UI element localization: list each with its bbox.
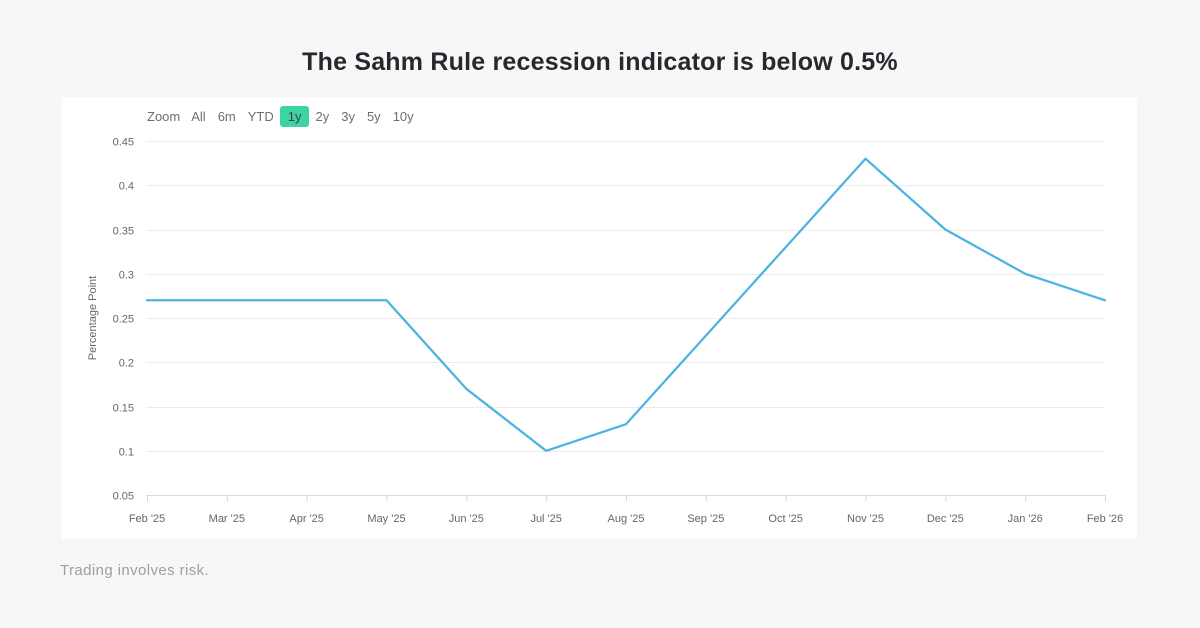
zoom-range-button-10y[interactable]: 10y (387, 107, 420, 126)
x-tick-label: Jul '25 (530, 513, 561, 525)
x-tick-label: Oct '25 (768, 513, 803, 525)
zoom-range-button-1y[interactable]: 1y (279, 106, 310, 127)
y-tick-label: 0.4 (119, 181, 134, 193)
x-tick-label: Nov '25 (847, 513, 884, 525)
x-tick-label: Jun '25 (449, 513, 484, 525)
zoom-range-button-2y[interactable]: 2y (309, 107, 335, 126)
zoom-range-button-all[interactable]: All (185, 107, 211, 126)
zoom-range-button-5y[interactable]: 5y (361, 107, 387, 126)
chart-card: Zoom All 6m YTD 1y 2y 3y 5y 10y Percentage Poin… (62, 97, 1137, 539)
x-tick-label: Dec '25 (927, 513, 964, 525)
y-tick-label: 0.3 (119, 270, 134, 282)
y-tick-label: 0.2 (119, 358, 134, 370)
x-tick-label: Aug '25 (608, 513, 645, 525)
y-tick-label: 0.25 (113, 314, 134, 326)
y-tick-label: 0.1 (119, 447, 134, 459)
zoom-range-button-6m[interactable]: 6m (212, 107, 242, 126)
y-tick-label: 0.05 (113, 491, 134, 503)
x-tick-label: Feb '25 (129, 513, 165, 525)
x-tick-label: Apr '25 (289, 513, 324, 525)
gridlines (146, 141, 1105, 452)
y-tick-label: 0.35 (113, 226, 134, 238)
y-tick-label: 0.15 (113, 403, 134, 415)
x-tick-label: Mar '25 (209, 513, 245, 525)
x-axis-ticks (147, 495, 1106, 502)
x-axis-labels: Feb '25 Mar '25 Apr '25 May '25 Jun '25 Jul '… (129, 513, 1123, 525)
footer-note: Trading involves risk. (60, 562, 210, 579)
x-tick-label: Jan '26 (1008, 513, 1043, 525)
x-tick-label: Feb '26 (1087, 513, 1123, 525)
y-axis-title: Percentage Point (87, 276, 99, 360)
x-tick-label: May '25 (367, 513, 405, 525)
x-tick-label: Sep '25 (687, 513, 724, 525)
y-axis-labels: 0.05 0.1 0.15 0.2 0.25 0.3 0.35 0.4 0.45 (113, 137, 134, 503)
page-title: The Sahm Rule recession indicator is bel… (302, 48, 898, 76)
zoom-toolbar-label: Zoom (147, 109, 181, 124)
zoom-toolbar: Zoom All 6m YTD 1y 2y 3y 5y 10y (142, 106, 420, 127)
zoom-range-button-3y[interactable]: 3y (335, 107, 361, 126)
y-tick-label: 0.45 (113, 137, 134, 149)
series-line[interactable] (145, 157, 1107, 452)
zoom-range-button-ytd[interactable]: YTD (242, 107, 280, 126)
sahm-chart: Percentage Point 0.050.10.150.20.250.30.… (87, 137, 1123, 526)
